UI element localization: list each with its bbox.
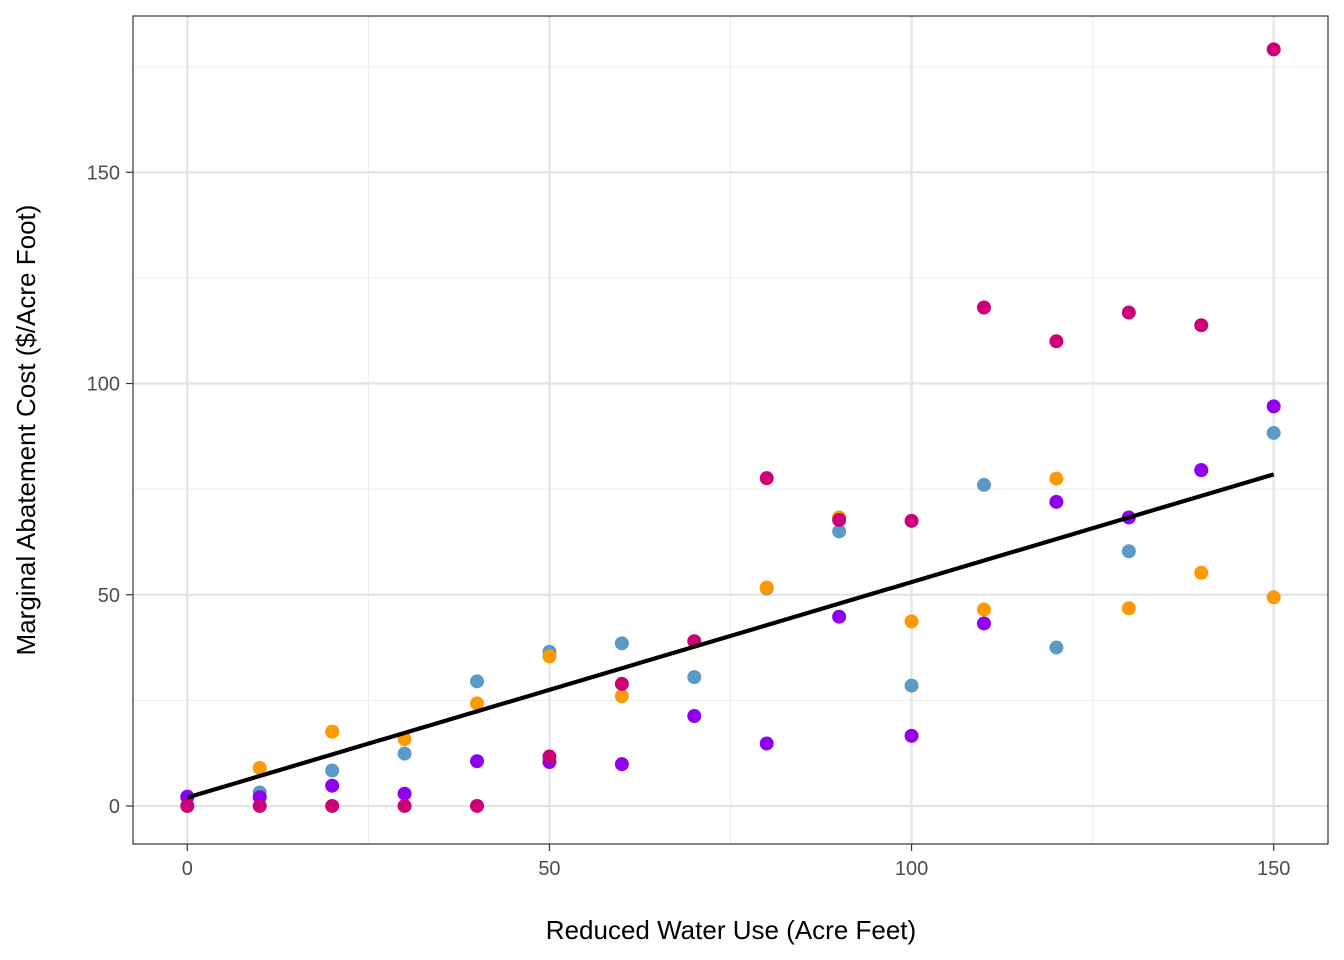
data-point xyxy=(1194,463,1209,478)
data-point xyxy=(759,736,774,751)
data-point xyxy=(1049,494,1064,509)
plot-panel-border xyxy=(132,15,1329,845)
data-point xyxy=(470,674,485,689)
data-point xyxy=(1049,640,1064,655)
data-point xyxy=(397,746,412,761)
y-tick-label: 0 xyxy=(109,796,120,818)
data-point xyxy=(1121,544,1136,559)
data-point xyxy=(1121,601,1136,616)
y-axis-tick-labels: 0 50 100 150 xyxy=(87,162,120,818)
data-point xyxy=(470,754,485,769)
x-axis-tick-labels: 0 50 100 150 xyxy=(182,858,1291,880)
data-point xyxy=(1049,471,1064,486)
data-point xyxy=(904,513,919,528)
data-point xyxy=(904,678,919,693)
series-2-points xyxy=(180,471,1281,813)
data-point xyxy=(1266,42,1281,57)
data-point xyxy=(542,749,557,764)
data-point xyxy=(470,696,485,711)
data-points xyxy=(180,42,1281,813)
data-point xyxy=(687,670,702,685)
data-point xyxy=(325,724,340,739)
series-4-points xyxy=(180,42,1281,813)
data-point xyxy=(832,512,847,527)
data-point xyxy=(325,763,340,778)
minor-gridlines xyxy=(133,16,1328,844)
data-point xyxy=(1266,590,1281,605)
y-axis-title: Marginal Abatement Cost ($/Acre Foot) xyxy=(11,205,41,656)
data-point xyxy=(904,728,919,743)
data-point xyxy=(832,609,847,624)
data-point xyxy=(614,676,629,691)
data-point xyxy=(180,798,195,813)
data-point xyxy=(1049,334,1064,349)
data-point xyxy=(325,778,340,793)
data-point xyxy=(1121,305,1136,320)
x-tick-label: 150 xyxy=(1257,858,1290,880)
data-point xyxy=(325,798,340,813)
axis-ticks xyxy=(126,171,1275,851)
trend-line-group xyxy=(186,472,1275,800)
data-point xyxy=(976,300,991,315)
data-point xyxy=(1194,318,1209,333)
x-tick-label: 0 xyxy=(182,858,193,880)
data-point xyxy=(759,471,774,486)
data-point xyxy=(976,477,991,492)
data-point xyxy=(252,798,267,813)
data-point xyxy=(614,636,629,651)
y-tick-label: 50 xyxy=(98,585,120,607)
data-point xyxy=(1266,425,1281,440)
data-point xyxy=(904,614,919,629)
x-tick-label: 50 xyxy=(538,858,560,880)
data-point xyxy=(832,524,847,539)
data-point xyxy=(397,786,412,801)
x-axis-title: Reduced Water Use (Acre Feet) xyxy=(546,915,916,945)
data-point xyxy=(976,602,991,617)
data-point xyxy=(542,649,557,664)
data-point xyxy=(1266,399,1281,414)
trend-line xyxy=(186,472,1275,800)
data-point xyxy=(397,798,412,813)
data-point xyxy=(614,757,629,772)
x-tick-label: 100 xyxy=(895,858,928,880)
data-point xyxy=(687,708,702,723)
data-point xyxy=(614,689,629,704)
y-tick-label: 150 xyxy=(87,162,120,184)
y-tick-label: 100 xyxy=(87,374,120,396)
data-point xyxy=(759,580,774,595)
data-point xyxy=(470,798,485,813)
data-point xyxy=(252,760,267,775)
data-point xyxy=(1194,565,1209,580)
data-point xyxy=(976,616,991,631)
